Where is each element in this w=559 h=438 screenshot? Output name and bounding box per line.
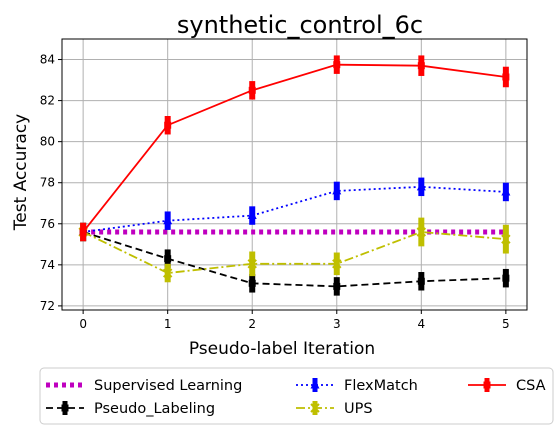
y-tick-label: 78: [40, 176, 55, 190]
data-point: [79, 228, 87, 236]
legend-item: Supervised Learning: [46, 378, 242, 394]
y-tick-label: 76: [40, 217, 55, 231]
y-tick-label: 84: [40, 53, 55, 67]
y-tick-label: 82: [40, 94, 55, 108]
y-tick-label: 74: [40, 258, 55, 272]
series-ups: [78, 217, 511, 283]
data-point: [483, 381, 491, 389]
legend: Supervised Learning Pseudo_Labeling FlexMa…: [39, 367, 554, 425]
legend-item: FlexMatch: [296, 378, 418, 394]
series-line: [82, 63, 506, 233]
data-point: [502, 274, 510, 282]
data-point: [417, 277, 425, 285]
series-group: [78, 55, 511, 296]
legend-item: Pseudo_Labeling: [46, 401, 215, 417]
data-point: [332, 185, 342, 195]
legend-label: UPS: [344, 401, 373, 417]
data-point: [333, 61, 341, 69]
data-point: [247, 259, 257, 269]
y-axis-label: Test Accuracy: [11, 114, 31, 232]
x-tick-label: 0: [79, 317, 87, 331]
data-point: [248, 279, 256, 287]
data-point: [502, 73, 510, 81]
data-point: [248, 86, 256, 94]
x-tick-label: 3: [333, 317, 341, 331]
data-point: [417, 62, 425, 70]
legend-box: [39, 367, 554, 425]
x-axis-label: Pseudo-label Iteration: [189, 339, 375, 359]
data-point: [162, 268, 173, 278]
x-tick-label: 5: [502, 317, 510, 331]
data-point: [501, 234, 511, 244]
legend-label: FlexMatch: [344, 378, 418, 394]
data-point: [61, 404, 69, 412]
x-tick-label: 2: [248, 317, 256, 331]
series-csa: [79, 55, 510, 242]
x-tick-label: 4: [417, 317, 425, 331]
data-point: [416, 181, 426, 191]
data-point: [310, 403, 320, 413]
legend-label: CSA: [516, 378, 546, 394]
legend-item: CSA: [468, 378, 546, 394]
y-tick-label: 80: [40, 135, 55, 149]
legend-label: Supervised Learning: [94, 378, 242, 394]
data-point: [416, 227, 427, 237]
legend-label: Pseudo_Labeling: [94, 401, 215, 417]
series-line: [83, 185, 506, 233]
data-point: [310, 380, 320, 389]
data-point: [164, 255, 172, 263]
series-line: [82, 231, 506, 274]
legend-item: UPS: [296, 401, 373, 417]
data-point: [164, 121, 172, 129]
plot-frame: [61, 38, 528, 311]
data-point: [501, 186, 511, 196]
axis-ticks: 0 1 2 3 4 5 72 74 76 78 80 82 84: [40, 53, 510, 331]
grid: [62, 39, 527, 310]
data-point: [332, 259, 342, 269]
y-tick-label: 72: [40, 299, 55, 313]
data-point: [333, 282, 341, 290]
chart-title: synthetic_control_6c: [177, 11, 423, 39]
x-tick-label: 1: [164, 317, 172, 331]
data-point: [247, 210, 257, 220]
series-line: [82, 231, 506, 288]
data-point: [163, 215, 173, 225]
